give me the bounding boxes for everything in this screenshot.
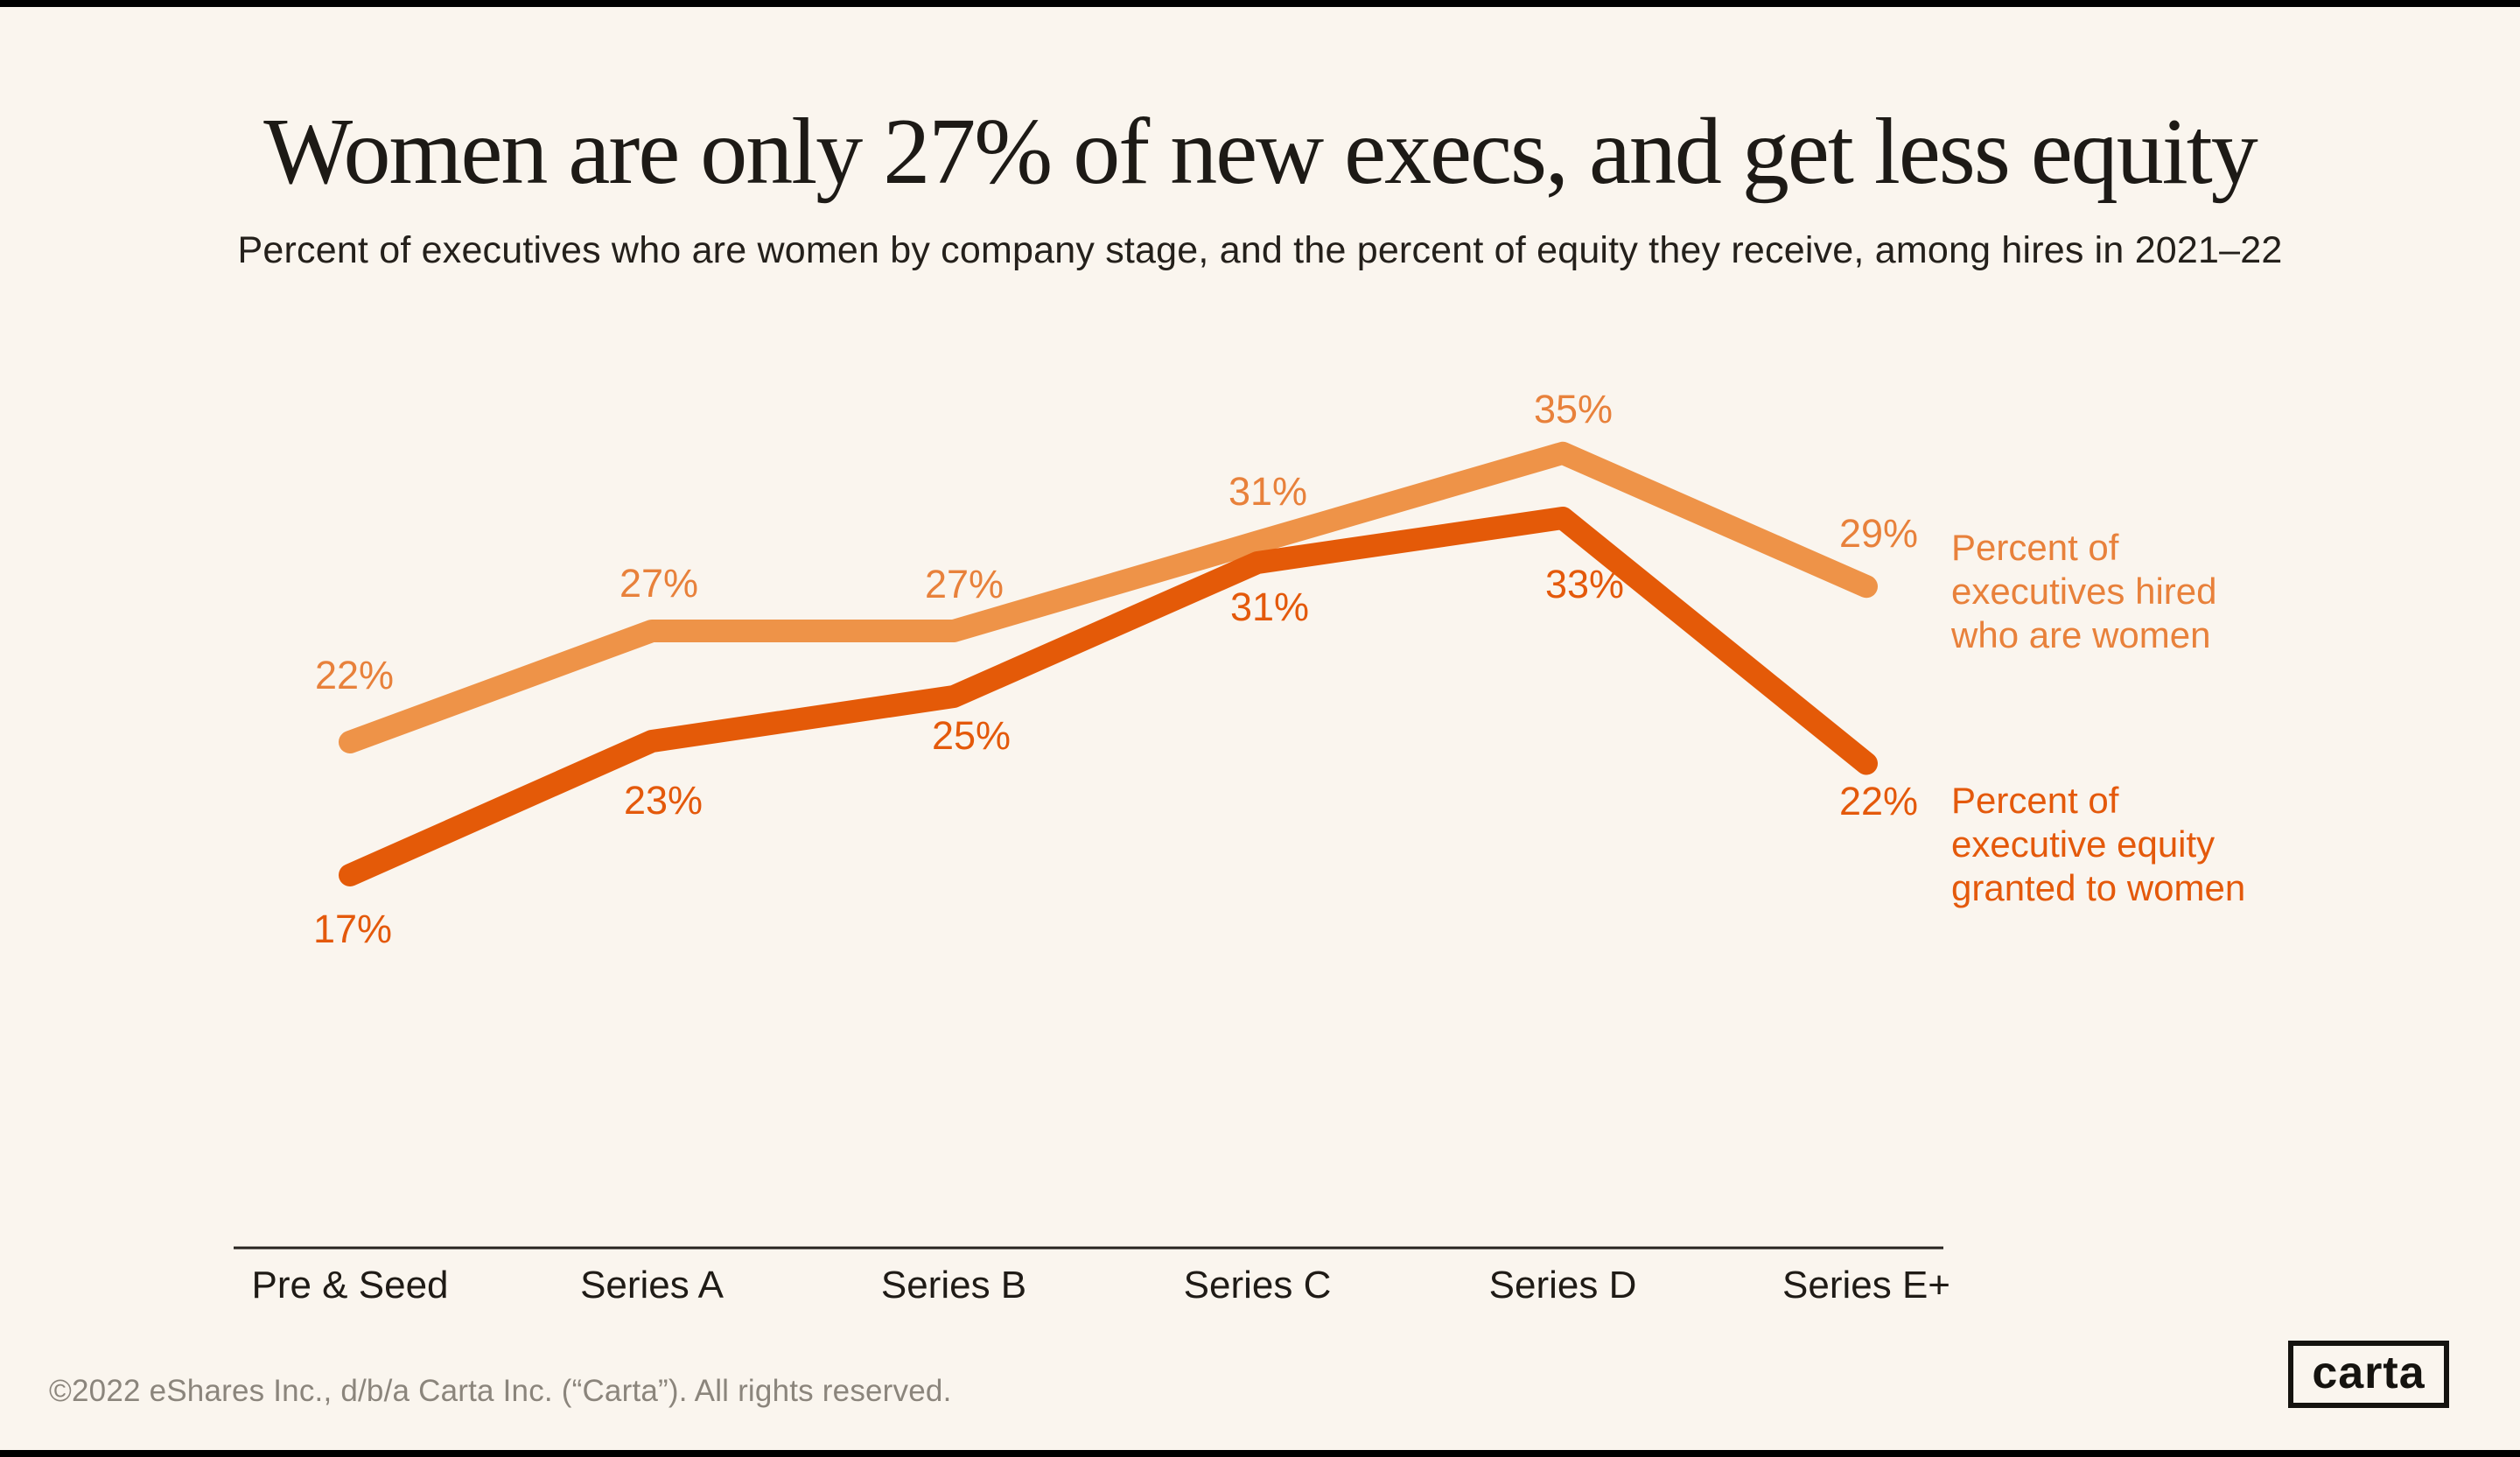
value-label-equity: 33% <box>1544 562 1625 606</box>
equity-line <box>339 507 1878 886</box>
hired-line <box>339 441 1878 753</box>
x-axis-label: Series E+ <box>1782 1264 1950 1306</box>
carta-logo: carta <box>2288 1341 2449 1408</box>
value-label-equity: 17% <box>312 907 393 951</box>
x-axis-label: Series A <box>580 1264 724 1306</box>
bottom-letterbox-bar <box>0 1450 2520 1457</box>
top-letterbox-bar <box>0 0 2520 7</box>
value-label-hired: 35% <box>1533 386 1614 431</box>
legend-hired: Percent of executives hired who are wome… <box>1951 527 2217 655</box>
value-label-equity: 31% <box>1229 585 1310 629</box>
value-label-hired: 27% <box>619 561 699 606</box>
carta-logo-text: carta <box>2312 1347 2426 1398</box>
x-axis-label: Series B <box>880 1264 1027 1306</box>
value-label-equity: 22% <box>1838 778 1919 823</box>
page-subtitle: Percent of executives who are women by c… <box>237 229 2283 271</box>
value-label-hired: 31% <box>1228 469 1308 515</box>
x-axis-label: Pre & Seed <box>251 1264 449 1306</box>
value-label-hired: 29% <box>1838 511 1919 557</box>
value-label-equity: 25% <box>931 713 1012 758</box>
page-title: Women are only 27% of new execs, and get… <box>263 100 2258 204</box>
copyright-text: ©2022 eShares Inc., d/b/a Carta Inc. (“C… <box>49 1374 952 1408</box>
value-label-equity: 23% <box>623 778 704 823</box>
value-label-hired: 27% <box>924 562 1004 606</box>
legend-equity: Percent of executive equity granted to w… <box>1951 780 2246 908</box>
x-axis-label: Series C <box>1183 1264 1332 1306</box>
value-label-hired: 22% <box>314 653 395 697</box>
x-axis-label: Series D <box>1488 1264 1637 1306</box>
